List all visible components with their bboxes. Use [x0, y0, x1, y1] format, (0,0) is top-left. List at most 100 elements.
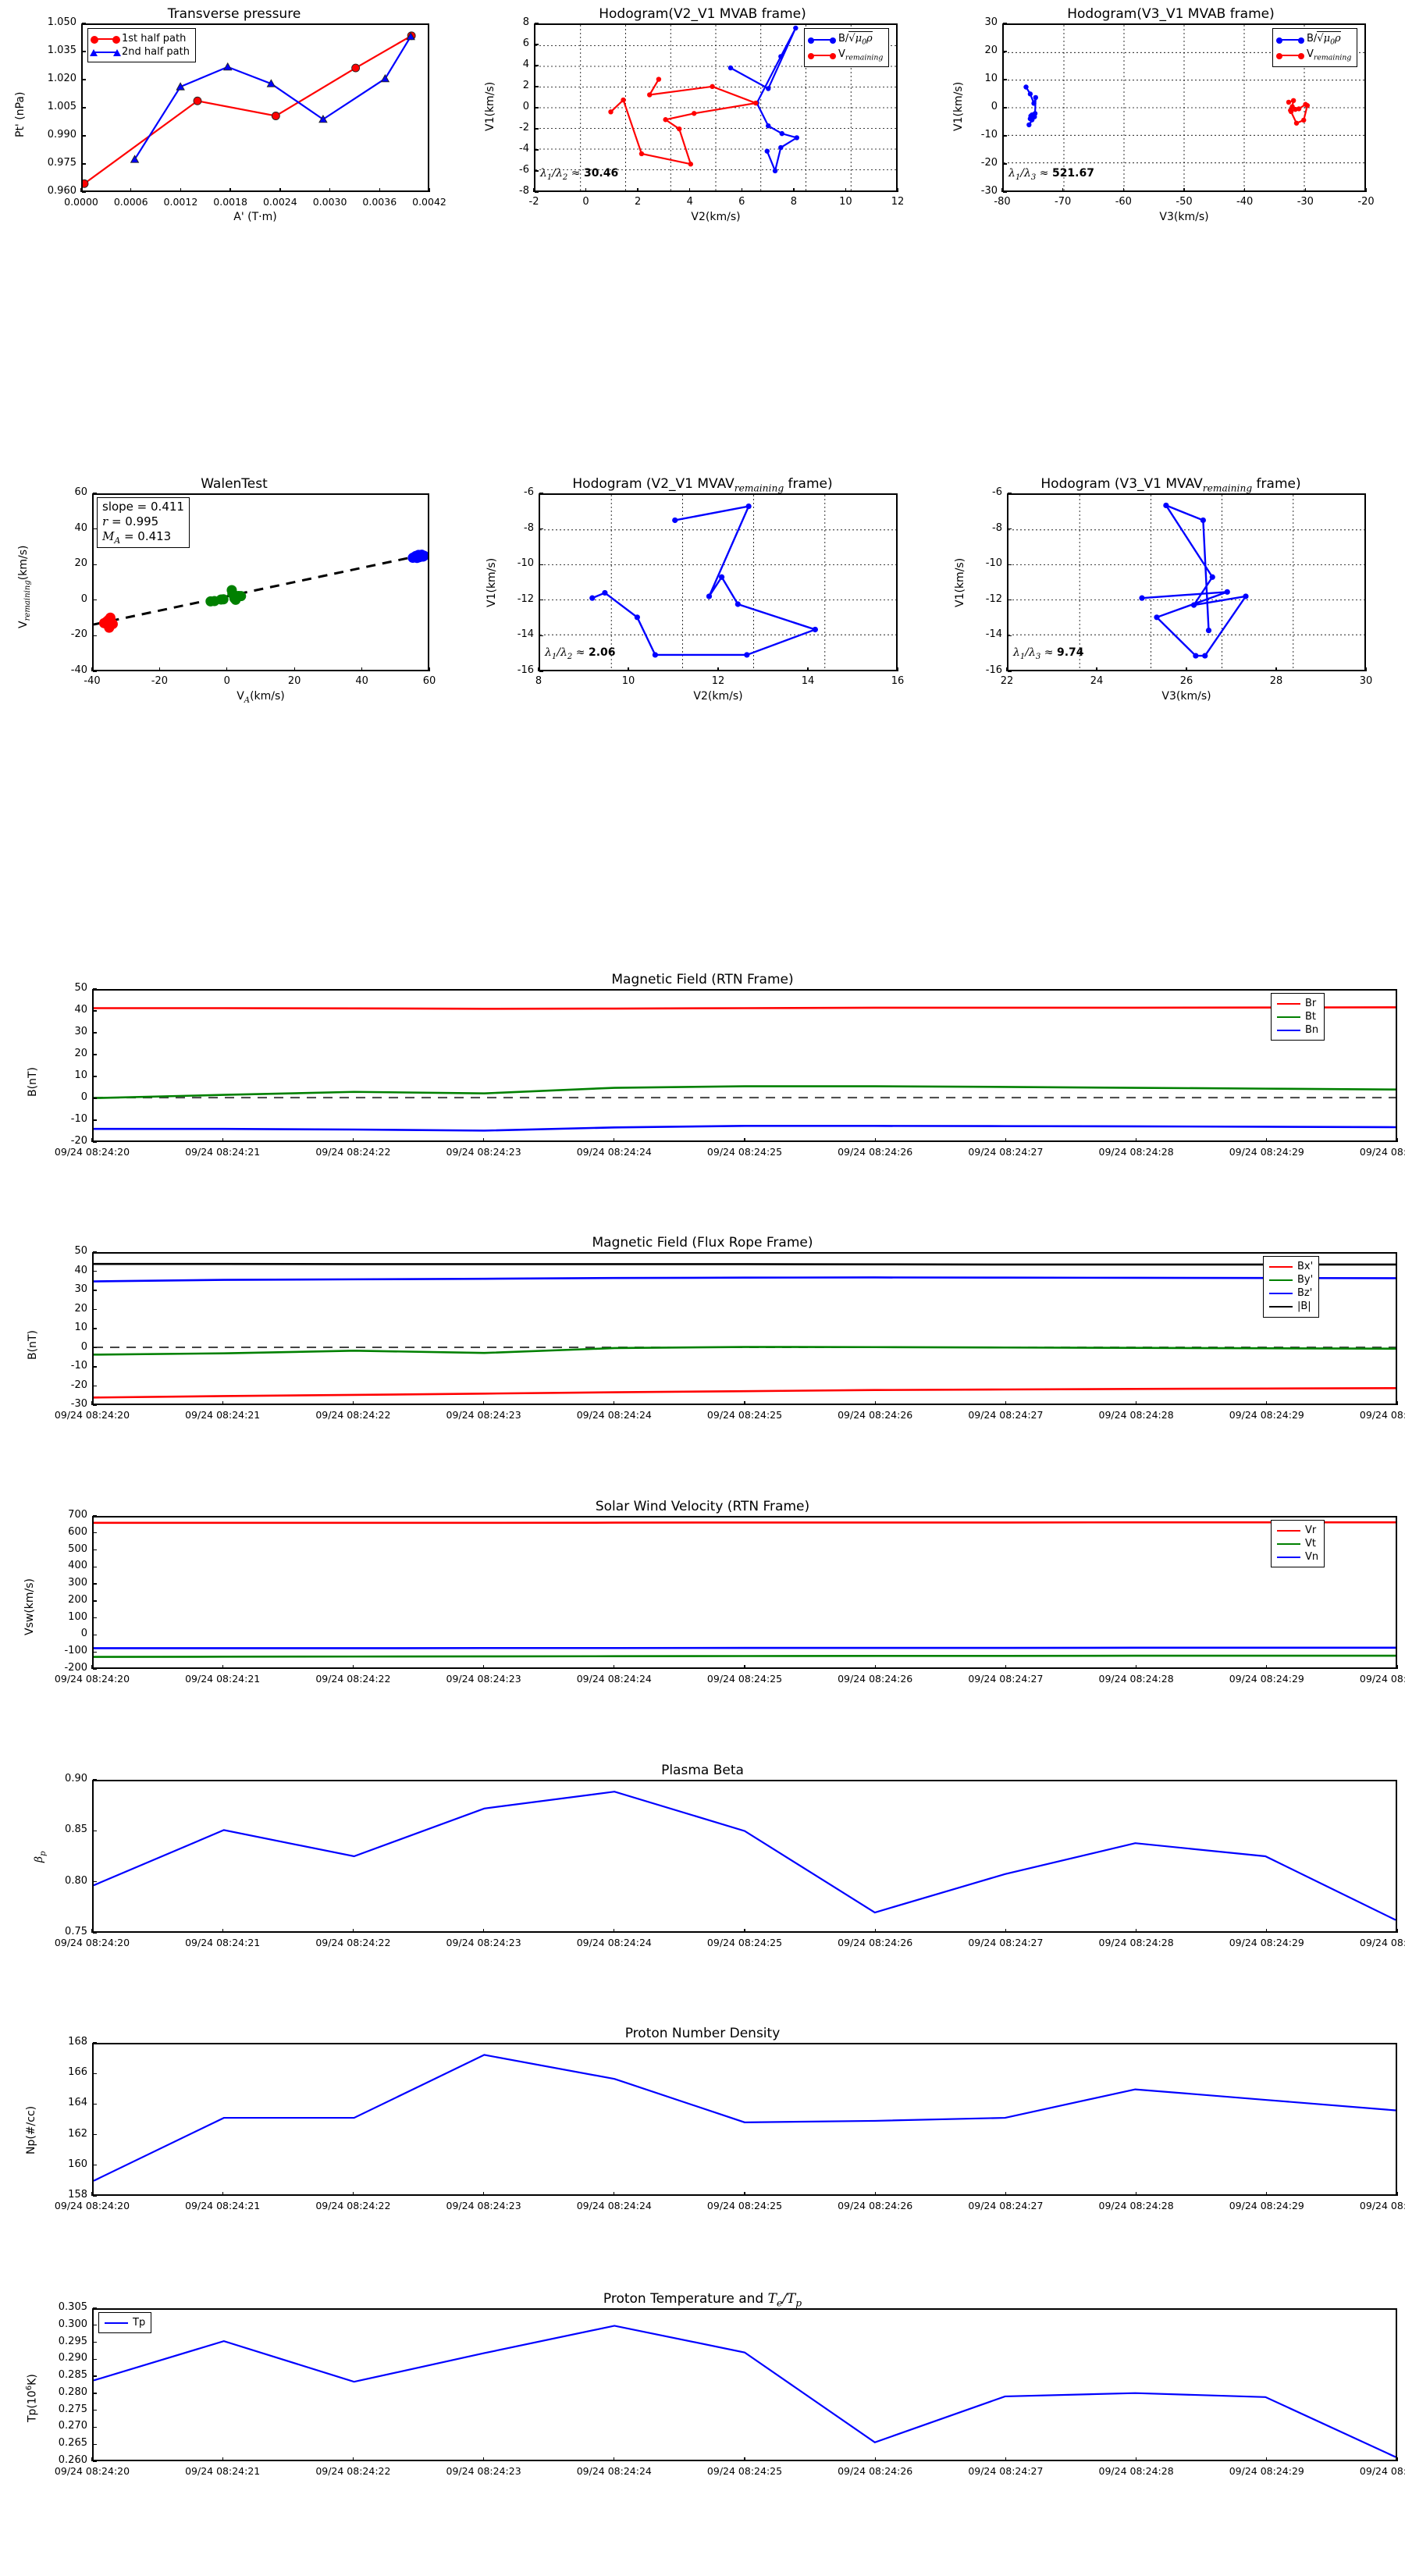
x-tick-mark [91, 2457, 93, 2461]
x-tick-label: 09/24 08:24:26 [838, 1673, 913, 1685]
plot-area-plasma-beta [92, 1780, 1397, 1933]
y-tick-label: -2 [519, 122, 529, 133]
y-tick-label: 500 [68, 1542, 87, 1555]
data-point [752, 100, 759, 106]
y-tick-label: 0.80 [65, 1874, 87, 1887]
plot-canvas [94, 2325, 1396, 2458]
x-tick-mark [91, 1138, 93, 1142]
x-tick-mark [1243, 188, 1246, 192]
y-tick-mark [535, 191, 539, 193]
x-tick-label: 09/24 08:24:22 [315, 1409, 391, 1421]
walen-r: r = 0.995 [102, 514, 159, 528]
legend-swatch-line [1277, 1016, 1300, 1018]
data-point [634, 614, 640, 621]
y-tick-label: -6 [992, 486, 1002, 498]
x-tick-mark [1266, 1401, 1268, 1405]
y-tick-mark [535, 149, 539, 151]
x-tick-mark [80, 188, 82, 192]
x-tick-mark [329, 188, 331, 192]
data-point [318, 114, 328, 123]
data-point [621, 97, 626, 103]
panel-hodogram-v2v1-mvab: Hodogram(V2_V1 MVAB frame) V1(km/s) V2(k… [468, 6, 937, 223]
y-tick-label: 60 [74, 486, 87, 498]
y-tick-label: 0.300 [58, 2318, 87, 2330]
y-tick-label: -10 [70, 1360, 87, 1372]
y-tick-label: 1.020 [47, 73, 76, 84]
panel-title: Plasma Beta [661, 1763, 744, 1778]
data-point [176, 82, 185, 91]
data-point [663, 117, 668, 123]
x-tick-mark [222, 1401, 223, 1405]
legend-item-br: Br [1277, 997, 1318, 1010]
x-tick-label: 09/24 08:24:29 [1229, 2200, 1304, 2211]
x-tick-label: 09/24 08:24:25 [706, 1146, 783, 1158]
panel-title: Hodogram(V3_V1 MVAB frame) [1067, 6, 1275, 22]
x-tick-mark [222, 2457, 223, 2461]
y-tick-mark [93, 1251, 97, 1253]
x-tick-label: 09/24 08:24:23 [446, 1937, 521, 1948]
x-tick-mark [130, 188, 132, 192]
data-point [764, 148, 770, 154]
y-tick-label: 100 [68, 1610, 87, 1623]
x-tick-label: 09/24 08:24:30 [1359, 1146, 1405, 1158]
data-point [193, 96, 202, 105]
x-tick-mark [352, 1138, 354, 1142]
x-tick-mark [352, 2192, 354, 2196]
y-tick-mark [82, 191, 86, 193]
y-tick-mark [93, 2133, 97, 2136]
x-axis-label: V2(km/s) [693, 690, 743, 703]
legend-label: Vremaining [838, 48, 884, 62]
series-line [94, 1085, 1396, 1099]
y-tick-mark [93, 1054, 97, 1055]
y-tick-label: -6 [519, 164, 529, 176]
data-point [589, 595, 596, 601]
data-point [602, 589, 608, 596]
data-point [766, 123, 771, 129]
legend-swatch-line [1269, 1306, 1293, 1308]
legend-label: 1st half path [122, 33, 187, 44]
y-tick-mark [1008, 564, 1012, 565]
data-point [1200, 517, 1206, 524]
x-tick-label: 09/24 08:24:23 [446, 2200, 521, 2211]
y-tick-mark [82, 51, 86, 52]
x-tick-mark [352, 2457, 354, 2461]
x-tick-mark [1396, 1929, 1398, 1933]
x-tick-label: 09/24 08:24:20 [54, 1673, 130, 1685]
y-tick-label: 40 [74, 1264, 87, 1276]
legend-item-b-alfven: B/√μ0ρ [808, 31, 883, 48]
x-tick-label: 09/24 08:24:25 [706, 2465, 783, 2477]
legend-label: Bx' [1297, 1261, 1314, 1272]
panel-title: WalenTest [201, 476, 268, 492]
y-tick-label: -4 [519, 143, 529, 155]
legend-swatch-line [1276, 37, 1304, 44]
y-tick-label: 1.005 [47, 101, 76, 112]
x-tick-label: 6 [738, 196, 745, 208]
data-point [706, 593, 713, 600]
x-tick-label: 09/24 08:24:22 [315, 2200, 391, 2211]
y-tick-label: 164 [68, 2097, 87, 2109]
legend-hodogram-v2v1-mvab: B/√μ0ρ Vremaining [804, 28, 890, 67]
x-tick-label: 09/24 08:24:29 [1229, 2465, 1304, 2477]
panel-walen-test: WalenTest Vremaining(km/s) VA(km/s) slop… [0, 476, 468, 705]
x-tick-label: 8 [535, 675, 542, 687]
panel-hodogram-v2v1-mvav: Hodogram (V2_V1 MVAVremaining frame) V1(… [468, 476, 937, 703]
x-tick-mark [1266, 1138, 1268, 1142]
x-tick-mark [279, 188, 281, 192]
y-tick-label: -12 [985, 592, 1002, 605]
y-tick-label: 10 [74, 1069, 87, 1081]
y-tick-mark [535, 86, 539, 87]
y-tick-label: 4 [522, 59, 529, 70]
x-tick-label: 09/24 08:24:20 [54, 1409, 130, 1421]
series-line [94, 1346, 1396, 1356]
y-tick-label: -14 [517, 628, 534, 641]
x-tick-label: 09/24 08:24:27 [968, 2465, 1044, 2477]
y-tick-label: 0.280 [58, 2386, 87, 2398]
x-tick-label: 60 [422, 675, 436, 687]
legend-label: Vt [1305, 1538, 1316, 1550]
eigenvalue-ratio-annotation: λ1/λ2 ≈ 30.46 [540, 167, 619, 182]
data-point [1032, 114, 1037, 119]
x-tick-mark [637, 188, 638, 192]
x-tick-mark [1005, 2457, 1007, 2461]
x-tick-label: 09/24 08:24:24 [576, 1937, 652, 1948]
y-tick-label: -20 [70, 1135, 87, 1147]
